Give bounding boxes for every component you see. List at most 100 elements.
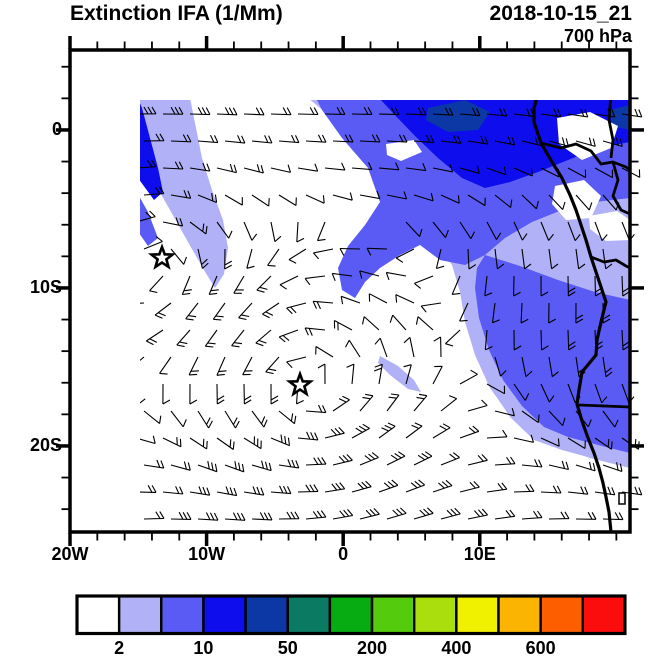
wind-barb bbox=[117, 80, 137, 87]
colorbar-cell bbox=[413, 594, 458, 635]
wind-barb bbox=[267, 248, 280, 267]
wind-barb bbox=[378, 479, 399, 493]
wind-barb bbox=[413, 192, 434, 202]
colorbar-cell bbox=[244, 594, 289, 635]
wind-barb bbox=[373, 363, 383, 385]
wind-barb bbox=[521, 510, 543, 520]
wind-barb bbox=[116, 330, 136, 339]
wind-barb bbox=[405, 221, 423, 237]
wind-barb bbox=[305, 134, 327, 143]
wind-barb bbox=[242, 356, 253, 376]
level-label: 700 hPa bbox=[563, 26, 632, 46]
wind-barb bbox=[440, 452, 460, 466]
wind-barb bbox=[185, 302, 199, 321]
wind-barb bbox=[297, 431, 319, 441]
wind-barb bbox=[467, 399, 488, 412]
wind-barb bbox=[243, 107, 265, 116]
colorbar-tick-label: 10 bbox=[193, 638, 214, 658]
wind-barb bbox=[278, 194, 297, 206]
wind-barb bbox=[216, 163, 238, 174]
wind-barb bbox=[262, 302, 280, 319]
wind-barb bbox=[540, 485, 562, 494]
wind-barb bbox=[594, 221, 608, 242]
wind-barb bbox=[567, 437, 586, 449]
wind-barb bbox=[251, 410, 268, 428]
wind-barb bbox=[278, 459, 300, 469]
wind-barb bbox=[567, 383, 581, 404]
wind-barb bbox=[494, 194, 513, 208]
extinction-shading bbox=[538, 54, 600, 86]
wind-barb bbox=[332, 192, 353, 201]
wind-barb bbox=[265, 356, 280, 375]
wind-barb bbox=[567, 486, 589, 495]
datetime-label: 2018-10-15_21 bbox=[489, 2, 632, 25]
wind-barb bbox=[224, 248, 233, 270]
station-star-icon bbox=[285, 370, 315, 397]
wind-barb bbox=[170, 248, 188, 265]
wind-barb bbox=[170, 134, 192, 143]
colorbar-cell bbox=[497, 594, 542, 635]
wind-barb bbox=[468, 81, 488, 89]
wind-barb bbox=[378, 162, 400, 171]
wind-barb bbox=[316, 221, 326, 242]
wind-barb bbox=[413, 507, 434, 520]
wind-barb bbox=[491, 302, 501, 324]
wind-barb bbox=[575, 461, 596, 472]
wind-barb bbox=[378, 422, 396, 439]
colorbar-tick-label: 200 bbox=[357, 638, 388, 658]
y-axis-tick-label: 20S bbox=[29, 434, 62, 455]
extinction-shading bbox=[140, 103, 163, 200]
wind-barb bbox=[386, 134, 408, 143]
wind-barb bbox=[297, 163, 319, 172]
wind-barb bbox=[540, 329, 549, 351]
wind-barb bbox=[224, 410, 240, 429]
wind-barb bbox=[513, 221, 528, 241]
wind-barb bbox=[270, 107, 292, 116]
wind-barb bbox=[549, 81, 569, 89]
wind-barb bbox=[189, 383, 198, 405]
wind-barb bbox=[352, 53, 372, 60]
wind-barb bbox=[467, 248, 477, 270]
wind-barb bbox=[360, 80, 380, 87]
wind-barb bbox=[487, 53, 507, 60]
wind-barb bbox=[486, 108, 508, 117]
wind-barb bbox=[82, 107, 102, 114]
wind-barb bbox=[208, 275, 219, 295]
wind-barb bbox=[494, 356, 507, 377]
wind-barb bbox=[602, 302, 611, 324]
wind-barb bbox=[575, 137, 596, 147]
wind-barb bbox=[440, 395, 458, 412]
wind-barb bbox=[440, 135, 462, 144]
wind-barb bbox=[91, 321, 109, 330]
extinction-shading bbox=[140, 197, 158, 246]
wind-barb bbox=[306, 80, 326, 87]
wind-barb bbox=[486, 429, 508, 439]
wind-barb bbox=[521, 356, 533, 378]
extinction-shading bbox=[140, 100, 228, 288]
x-axis-tick-label: 10E bbox=[463, 544, 496, 564]
wind-barb bbox=[224, 135, 246, 144]
wind-barb bbox=[405, 162, 427, 172]
wind-barb bbox=[459, 302, 469, 322]
wind-barb bbox=[297, 107, 319, 116]
wind-barb bbox=[406, 53, 426, 60]
wind-barb bbox=[459, 221, 475, 240]
wind-barb bbox=[332, 395, 350, 412]
wind-barb bbox=[90, 231, 100, 249]
wind-barb bbox=[513, 434, 535, 443]
wind-barb bbox=[521, 194, 539, 210]
wind-barb bbox=[270, 221, 282, 243]
colorbar-cell bbox=[539, 594, 585, 635]
wind-barb bbox=[162, 217, 184, 227]
wind-barb bbox=[162, 106, 184, 115]
wind-barb bbox=[385, 271, 407, 281]
country-border bbox=[590, 255, 631, 270]
wind-barb bbox=[386, 507, 407, 520]
wind-barb bbox=[224, 461, 245, 473]
wind-barb bbox=[622, 54, 642, 61]
extinction-shading bbox=[378, 356, 421, 392]
wind-barb bbox=[140, 356, 145, 362]
country-border bbox=[607, 100, 615, 159]
extinction-shading bbox=[426, 100, 490, 132]
